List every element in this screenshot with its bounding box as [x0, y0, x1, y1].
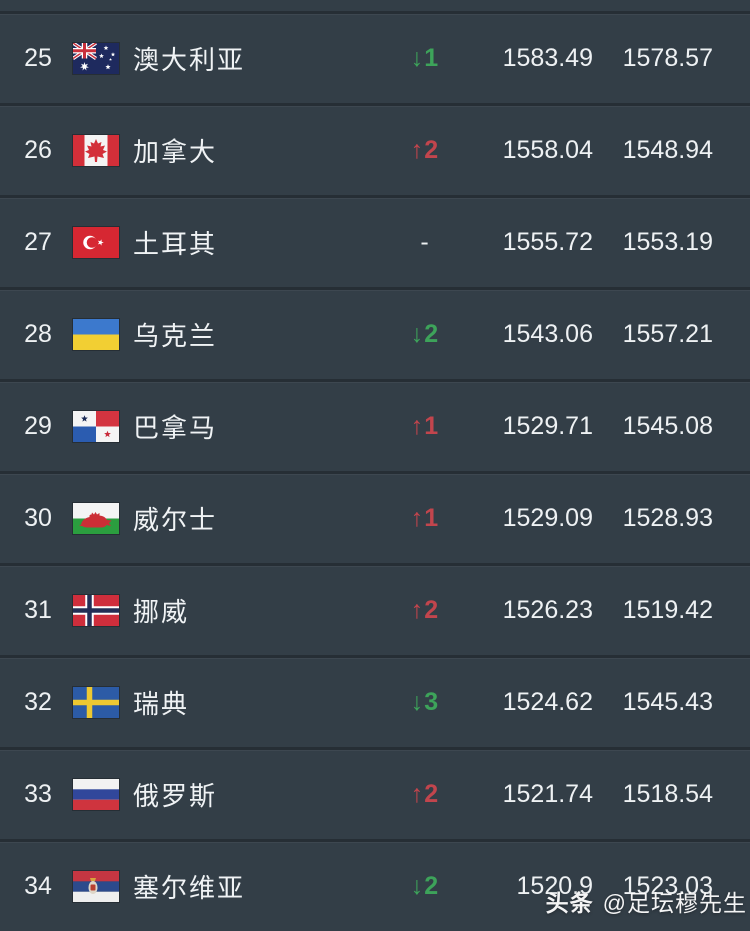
ranking-row[interactable]: 28 乌克兰 ↓2 1543.06 1557.21 [0, 287, 750, 379]
ranking-list: 25 澳大利亚 ↓1 1583.49 1578.57 26 加拿大 ↑2 155… [0, 11, 750, 931]
flag-norway-icon [73, 595, 119, 626]
country-name: 挪威 [133, 597, 190, 627]
points-current: 1583.49 [502, 44, 593, 72]
points-current: 1524.62 [502, 688, 593, 716]
rank-number: 28 [24, 320, 52, 348]
points-current: 1543.06 [502, 320, 593, 348]
rank-change: ↓3 [410, 688, 440, 716]
points-previous: 1553.19 [622, 228, 713, 256]
ranking-row[interactable]: 31 挪威 ↑2 1526.23 1519.42 [0, 563, 750, 655]
cropped-row-edge [0, 0, 750, 11]
flag-ukraine-icon [73, 319, 119, 350]
points-current: 1526.23 [502, 596, 593, 624]
ranking-row[interactable]: 27 土耳其 - 1555.72 1553.19 [0, 195, 750, 287]
ranking-row[interactable]: 34 塞尔维亚 ↓2 1520.9 1523.03 [0, 839, 750, 931]
rank-change: ↑2 [410, 136, 440, 164]
country-name: 土耳其 [133, 229, 218, 259]
points-previous: 1518.54 [622, 780, 713, 808]
rank-change: ↓2 [410, 872, 440, 900]
rank-change: ↓2 [410, 320, 440, 348]
flag-australia-icon [73, 43, 119, 74]
flag-russia-icon [73, 779, 119, 810]
points-previous: 1578.57 [622, 44, 713, 72]
rank-change: ↑1 [410, 412, 440, 440]
points-previous: 1545.08 [622, 412, 713, 440]
rank-number: 33 [24, 780, 52, 808]
country-name: 塞尔维亚 [133, 873, 246, 903]
rank-change: ↓1 [410, 44, 440, 72]
points-previous: 1545.43 [622, 688, 713, 716]
rank-number: 26 [24, 136, 52, 164]
country-name: 俄罗斯 [133, 781, 218, 811]
ranking-row[interactable]: 29 巴拿马 ↑1 1529.71 1545.08 [0, 379, 750, 471]
country-name: 威尔士 [133, 505, 218, 535]
rank-change: ↑2 [410, 596, 440, 624]
rank-number: 27 [24, 228, 52, 256]
rank-change: ↑2 [410, 780, 440, 808]
watermark-brand: 头条 [545, 890, 594, 916]
ranking-row[interactable]: 25 澳大利亚 ↓1 1583.49 1578.57 [0, 11, 750, 103]
flag-panama-icon [73, 411, 119, 442]
points-current: 1520.9 [516, 872, 593, 900]
country-name: 巴拿马 [133, 413, 218, 443]
country-name: 澳大利亚 [133, 45, 246, 75]
ranking-row[interactable]: 30 威尔士 ↑1 1529.09 1528.93 [0, 471, 750, 563]
points-previous: 1528.93 [622, 504, 713, 532]
points-previous: 1519.42 [622, 596, 713, 624]
points-current: 1555.72 [502, 228, 593, 256]
rank-number: 31 [24, 596, 52, 624]
watermark: 头条 @足坛穆先生 [546, 884, 747, 918]
watermark-handle: @足坛穆先生 [602, 890, 747, 916]
flag-serbia-icon [73, 871, 119, 902]
flag-canada-icon [73, 135, 119, 166]
points-current: 1529.71 [502, 412, 593, 440]
rank-number: 30 [24, 504, 52, 532]
rank-change: ↑1 [410, 504, 440, 532]
points-current: 1521.74 [502, 780, 593, 808]
rank-number: 29 [24, 412, 52, 440]
rank-number: 32 [24, 688, 52, 716]
flag-turkey-icon [73, 227, 119, 258]
points-previous: 1557.21 [622, 320, 713, 348]
country-name: 瑞典 [133, 689, 190, 719]
ranking-row[interactable]: 26 加拿大 ↑2 1558.04 1548.94 [0, 103, 750, 195]
flag-sweden-icon [73, 687, 119, 718]
rank-number: 25 [24, 44, 52, 72]
points-previous: 1548.94 [622, 136, 713, 164]
rank-change: - [420, 228, 430, 256]
ranking-row[interactable]: 32 瑞典 ↓3 1524.62 1545.43 [0, 655, 750, 747]
country-name: 乌克兰 [133, 321, 218, 351]
flag-wales-icon [73, 503, 119, 534]
points-previous: 1523.03 [622, 872, 713, 900]
ranking-row[interactable]: 33 俄罗斯 ↑2 1521.74 1518.54 [0, 747, 750, 839]
rank-number: 34 [24, 872, 52, 900]
points-current: 1529.09 [502, 504, 593, 532]
points-current: 1558.04 [502, 136, 593, 164]
country-name: 加拿大 [133, 137, 218, 167]
